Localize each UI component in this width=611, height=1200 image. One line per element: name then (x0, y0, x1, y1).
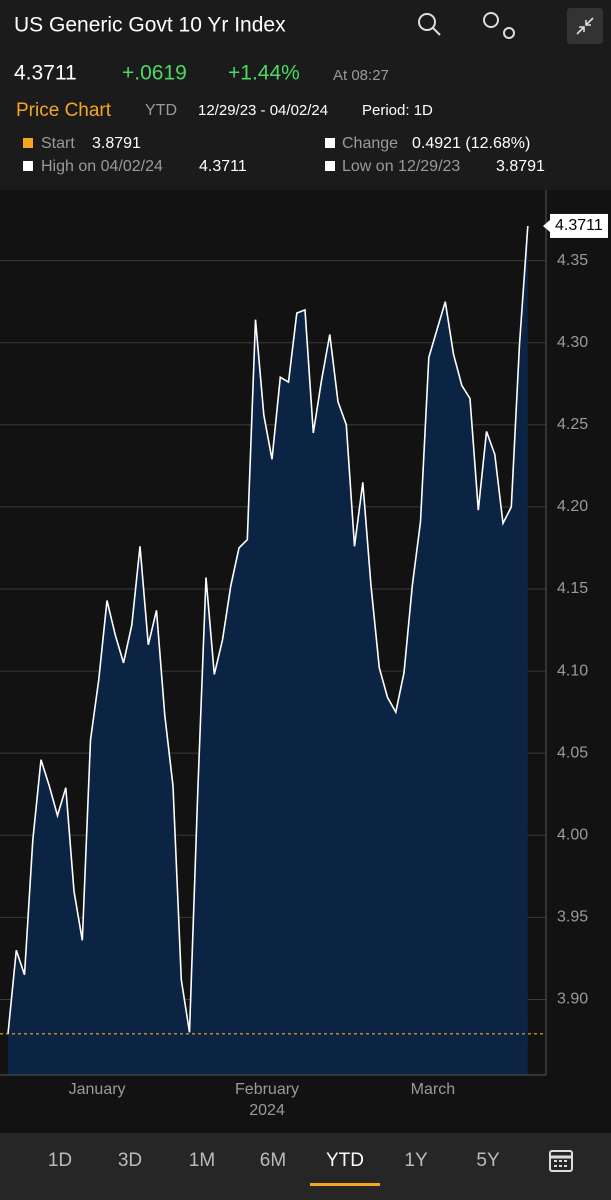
chart-label: Price Chart (16, 100, 112, 121)
y-tick-label: 4.15 (557, 580, 588, 597)
x-tick-label: February (235, 1081, 299, 1098)
title: US Generic Govt 10 Yr Index (14, 14, 286, 37)
stat-value: 0.4921 (12.68%) (412, 135, 530, 152)
dates: 12/29/23 - 04/02/24 (198, 102, 328, 119)
y-tick-label: 4.20 (557, 498, 588, 515)
period-tab[interactable]: 1D (48, 1150, 72, 1171)
y-tick-label: 4.35 (557, 252, 588, 269)
period-tab[interactable]: 5Y (476, 1150, 500, 1171)
period-tab[interactable]: 1Y (404, 1150, 428, 1171)
period-tab[interactable]: 6M (260, 1150, 286, 1171)
y-tick-label: 3.95 (557, 909, 588, 926)
calendar-button[interactable] (549, 1150, 573, 1172)
stat-value: 3.8791 (92, 135, 141, 152)
period-tab[interactable]: 3D (118, 1150, 142, 1171)
area (8, 226, 528, 1075)
period-tab[interactable]: YTD (326, 1150, 364, 1171)
stat-label: Start (41, 135, 75, 152)
last-value-box (550, 213, 608, 238)
search-icon[interactable] (418, 13, 441, 36)
legend-square (325, 138, 335, 148)
stat-value: 4.3711 (199, 158, 247, 175)
change: +.0619 (122, 62, 187, 85)
y-tick-label: 4.25 (557, 416, 588, 433)
x-tick-label: March (411, 1081, 455, 1098)
stat-label: Low on 12/29/23 (342, 158, 460, 175)
change-pct: +1.44% (228, 62, 300, 85)
collapse-button[interactable] (567, 8, 603, 44)
settings-icon[interactable] (483, 12, 515, 39)
range: YTD (145, 102, 177, 119)
chart: 3.90 3.95 4.00 4.05 4.10 4.15 4.20 4.25 4.30 4.35… (0, 190, 608, 1119)
legend-square (325, 161, 335, 171)
header-bg (0, 0, 611, 190)
legend-square (23, 161, 33, 171)
y-tick-label: 4.00 (557, 826, 588, 843)
period-tab[interactable]: 1M (189, 1150, 215, 1171)
price: 4.3711 (14, 62, 77, 85)
stat-value: 3.8791 (496, 158, 545, 175)
period: Period: 1D (362, 102, 433, 119)
x-year-label: 2024 (249, 1102, 285, 1119)
last-value-pointer (543, 219, 550, 232)
stat-label: Change (342, 135, 398, 152)
y-tick-label: 4.10 (557, 662, 588, 679)
period-tabs: 1D 3D 1M 6M YTD 1Y 5Y (48, 1150, 500, 1186)
last-value-label: 4.3711 (555, 217, 603, 234)
y-tick-label: 3.90 (557, 991, 588, 1008)
time: At 08:27 (333, 67, 389, 84)
y-tick-label: 4.05 (557, 744, 588, 761)
line (7, 225, 529, 1034)
tab-bar (0, 1133, 611, 1200)
active-tab-underline (310, 1183, 380, 1186)
stat-label: High on 04/02/24 (41, 158, 163, 175)
y-tick-label: 4.30 (557, 334, 588, 351)
x-tick-label: January (69, 1081, 126, 1098)
legend-square (23, 138, 33, 148)
